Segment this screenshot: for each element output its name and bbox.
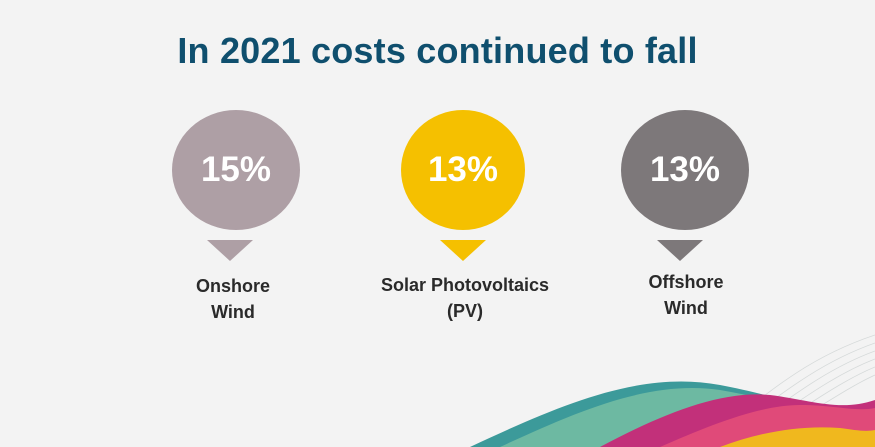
- page-title: In 2021 costs continued to fall: [177, 30, 698, 71]
- stat-label: Solar Photovoltaics (PV): [380, 275, 550, 321]
- stat-circle: 13%: [621, 110, 749, 230]
- pointer-triangle: [440, 240, 486, 261]
- stat-label: Onshore Wind: [195, 276, 270, 322]
- stat-circle: 15%: [172, 110, 300, 230]
- stat-label: Offshore Wind: [648, 272, 724, 318]
- pointer-triangle: [657, 240, 703, 261]
- pointer-triangle: [207, 240, 253, 261]
- stat-circle: 13%: [401, 110, 525, 230]
